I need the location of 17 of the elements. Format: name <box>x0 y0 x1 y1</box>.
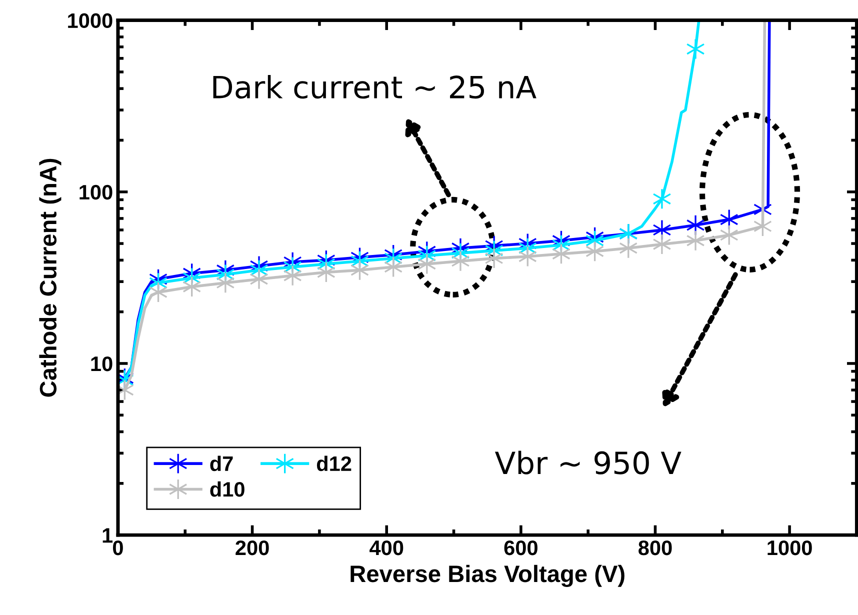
y-tick-label: 10 <box>91 356 112 372</box>
annotation: Vbr ~ 950 V <box>494 450 682 474</box>
legend-label: d12 <box>316 456 352 472</box>
x-tick-label: 200 <box>236 540 269 556</box>
x-tick-label: 600 <box>504 540 538 556</box>
y-tick-label: 100 <box>80 184 112 200</box>
legend-label: d10 <box>210 481 244 497</box>
x-tick-label: 0 <box>113 540 123 556</box>
x-tick-label: 1000 <box>768 540 812 556</box>
y-axis-title: Cathode Current (nA) <box>39 158 62 397</box>
x-axis-title: Reverse Bias Voltage (V) <box>350 564 624 587</box>
x-tick-label: 800 <box>638 540 672 556</box>
legend-label: d7 <box>210 456 233 472</box>
y-tick-label: 1 <box>102 528 113 543</box>
x-tick-label: 400 <box>370 540 404 556</box>
y-tick-label: 1000 <box>68 13 112 28</box>
annotation: Dark current ~ 25 nA <box>213 75 536 99</box>
